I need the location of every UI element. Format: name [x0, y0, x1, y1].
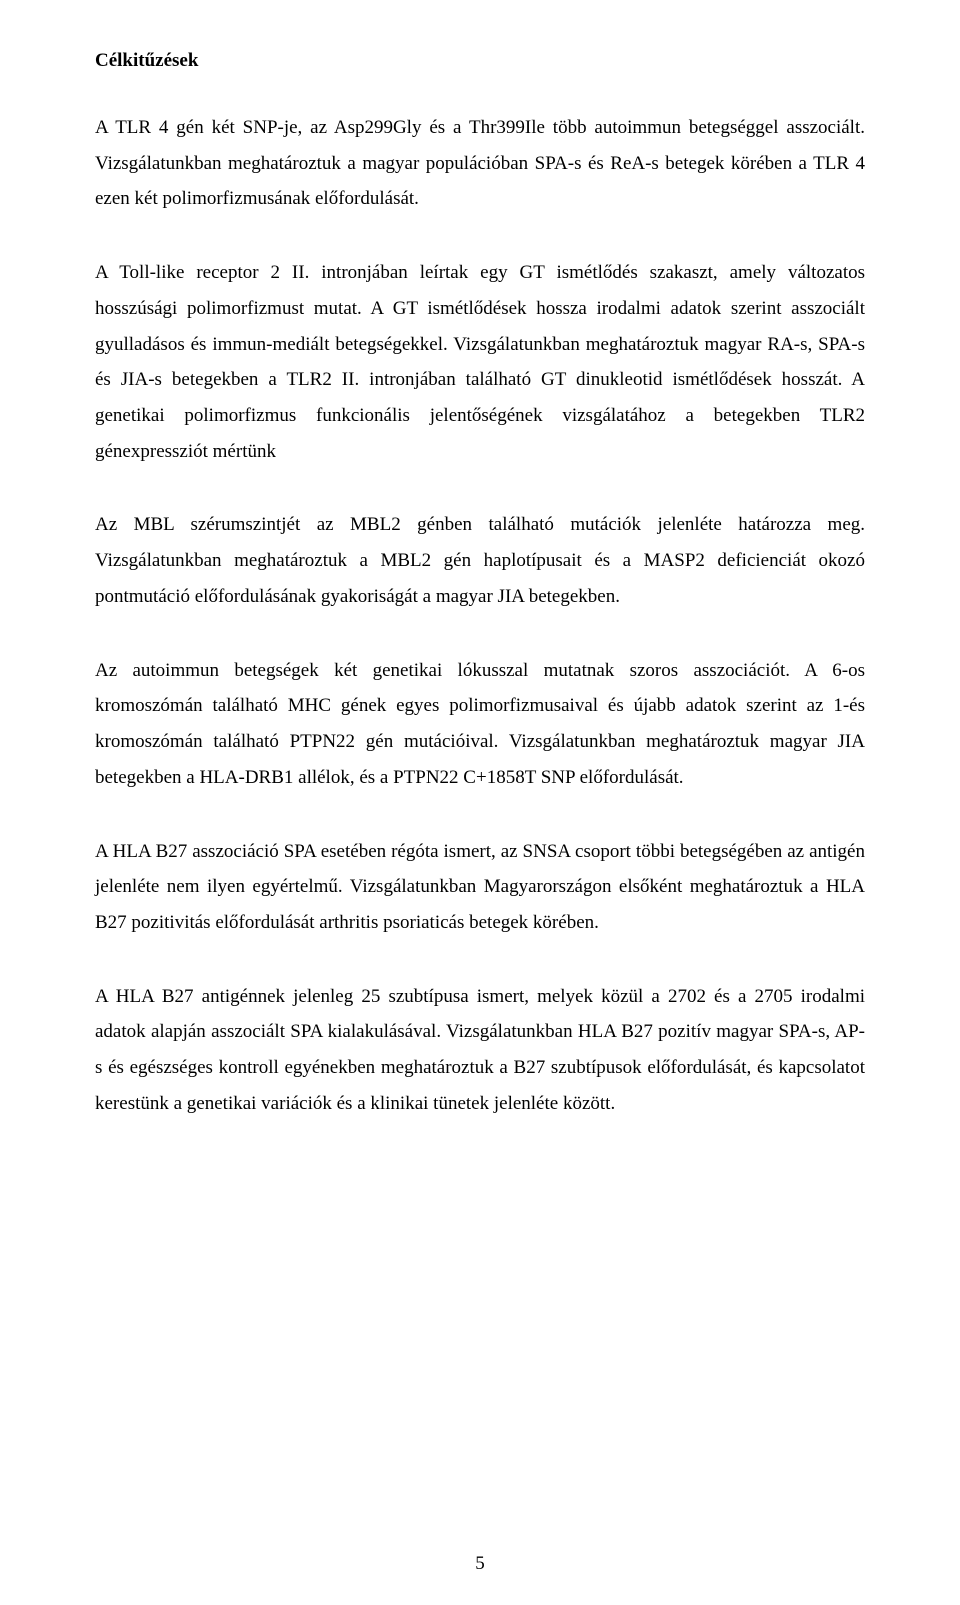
document-page: Célkitűzések A TLR 4 gén két SNP-je, az … — [0, 0, 960, 1605]
body-paragraph: A Toll-like receptor 2 II. intronjában l… — [95, 255, 865, 469]
body-paragraph: A TLR 4 gén két SNP-je, az Asp299Gly és … — [95, 110, 865, 217]
body-paragraph: Az MBL szérumszintjét az MBL2 génben tal… — [95, 507, 865, 614]
body-paragraph: Az autoimmun betegségek két genetikai ló… — [95, 653, 865, 796]
body-paragraph: A HLA B27 antigénnek jelenleg 25 szubtíp… — [95, 979, 865, 1122]
section-heading: Célkitűzések — [95, 50, 865, 72]
page-number: 5 — [0, 1553, 960, 1575]
body-paragraph: A HLA B27 asszociáció SPA esetében régót… — [95, 834, 865, 941]
